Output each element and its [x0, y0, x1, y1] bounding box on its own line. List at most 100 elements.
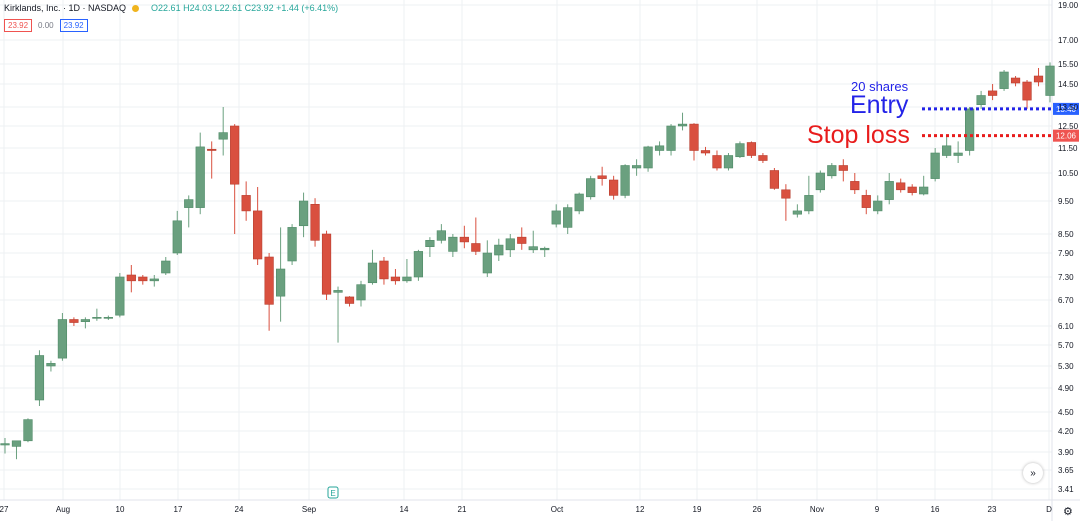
candle — [333, 286, 343, 343]
y-tick-label: 15.50 — [1058, 60, 1079, 69]
x-tick-label: 26 — [753, 505, 762, 514]
y-tick-label: 5.70 — [1058, 341, 1074, 350]
candle — [298, 192, 309, 238]
candle — [161, 257, 171, 275]
candle — [459, 225, 469, 249]
y-tick-label: 3.90 — [1058, 448, 1074, 457]
candle — [528, 230, 538, 253]
candle — [1045, 62, 1055, 103]
candle — [609, 175, 619, 200]
y-tick-label: 3.41 — [1058, 485, 1074, 494]
candle — [103, 315, 113, 320]
candle — [654, 141, 665, 156]
price-levels: 13.40 12.06 — [922, 102, 1079, 142]
y-tick-label: 3.65 — [1058, 466, 1074, 475]
candle — [23, 418, 33, 443]
candle — [563, 204, 573, 234]
candle — [953, 141, 963, 163]
candle — [723, 153, 734, 171]
candle — [815, 170, 825, 193]
candle — [574, 192, 584, 215]
x-tick-label: Aug — [56, 505, 70, 514]
y-tick-label: 7.90 — [1058, 249, 1074, 258]
candle — [804, 175, 814, 215]
x-tick-label: 27 — [0, 505, 9, 514]
candle — [494, 238, 504, 261]
entry-price-label: 13.40 — [1053, 102, 1079, 115]
sell-price-box[interactable]: 23.92 — [4, 19, 33, 32]
candle — [138, 275, 148, 285]
candle — [172, 210, 182, 255]
market-status-icon — [132, 4, 140, 12]
x-tick-label: Sep — [302, 505, 317, 514]
candle — [976, 90, 986, 109]
candle — [1010, 76, 1021, 87]
candle — [631, 159, 642, 176]
scroll-to-realtime-button[interactable]: » — [1023, 463, 1043, 483]
gear-icon[interactable]: ⚙ — [1063, 506, 1073, 518]
y-tick-label: 7.30 — [1058, 273, 1074, 282]
candle — [769, 168, 780, 190]
x-tick-label: 21 — [458, 505, 467, 514]
y-tick-label: 14.50 — [1058, 80, 1079, 89]
symbol-title[interactable]: Kirklands, Inc. · 1D · NASDAQ — [4, 3, 127, 13]
x-tick-label: 9 — [875, 505, 880, 514]
candle — [115, 273, 125, 318]
ohlc-values: O22.61 H24.03 L22.61 C23.92 +1.44 (+6.41… — [151, 3, 339, 13]
candle — [241, 181, 251, 221]
candle — [207, 141, 217, 179]
x-tick-label: 14 — [400, 505, 409, 514]
candle — [540, 246, 550, 257]
candle — [275, 227, 286, 322]
buy-price-box[interactable]: 23.92 — [59, 19, 88, 32]
x-tick-label: 16 — [931, 505, 940, 514]
candle — [448, 234, 458, 257]
candle — [700, 146, 711, 156]
candle — [390, 269, 401, 285]
candle — [597, 166, 607, 186]
candle — [942, 137, 952, 158]
x-tick-label: Oct — [551, 505, 564, 514]
y-tick-label: 6.10 — [1058, 322, 1074, 331]
x-tick-label: 17 — [174, 505, 183, 514]
entry-annotation: Entry — [850, 91, 909, 119]
candle — [184, 195, 194, 228]
spread-value: 0.00 — [38, 21, 54, 30]
x-tick-label: 19 — [693, 505, 702, 514]
candle — [505, 234, 515, 257]
svg-text:13.40: 13.40 — [1056, 105, 1077, 114]
candle — [436, 224, 446, 244]
chart-legend: Kirklands, Inc. · 1D · NASDAQ O22.61 H24… — [4, 3, 338, 13]
candle — [551, 204, 561, 228]
candle — [987, 84, 998, 101]
candle — [264, 253, 274, 331]
x-axis: 27 Aug 10 17 24 Sep 14 21 Oct 12 19 26 Nov 9 16 23 D — [0, 505, 1052, 514]
candle — [367, 249, 378, 285]
candle — [126, 265, 136, 293]
stop-price-label: 12.06 — [1053, 129, 1079, 142]
candle — [471, 217, 481, 255]
stop-loss-annotation: Stop loss — [807, 121, 910, 149]
candle — [80, 317, 90, 329]
candle — [0, 438, 10, 454]
candle — [1033, 68, 1044, 87]
candle — [850, 173, 860, 194]
candle — [11, 440, 22, 460]
candle — [758, 153, 768, 163]
y-tick-label: 4.50 — [1058, 408, 1074, 417]
candle — [792, 204, 802, 218]
y-tick-label: 5.30 — [1058, 362, 1074, 371]
earnings-marker[interactable]: E — [327, 486, 339, 499]
candle — [643, 145, 653, 172]
y-tick-label: 9.50 — [1058, 197, 1074, 206]
x-tick-label: D — [1046, 505, 1052, 514]
candle — [827, 163, 837, 179]
candle — [677, 112, 688, 131]
svg-text:E: E — [330, 489, 335, 498]
y-axis: 19.00 17.00 15.50 14.50 13.50 12.50 11.50 10.50… — [1058, 1, 1079, 494]
x-tick-label: Nov — [810, 505, 824, 514]
candle — [344, 296, 355, 307]
candle — [379, 257, 389, 285]
candle — [149, 275, 159, 287]
